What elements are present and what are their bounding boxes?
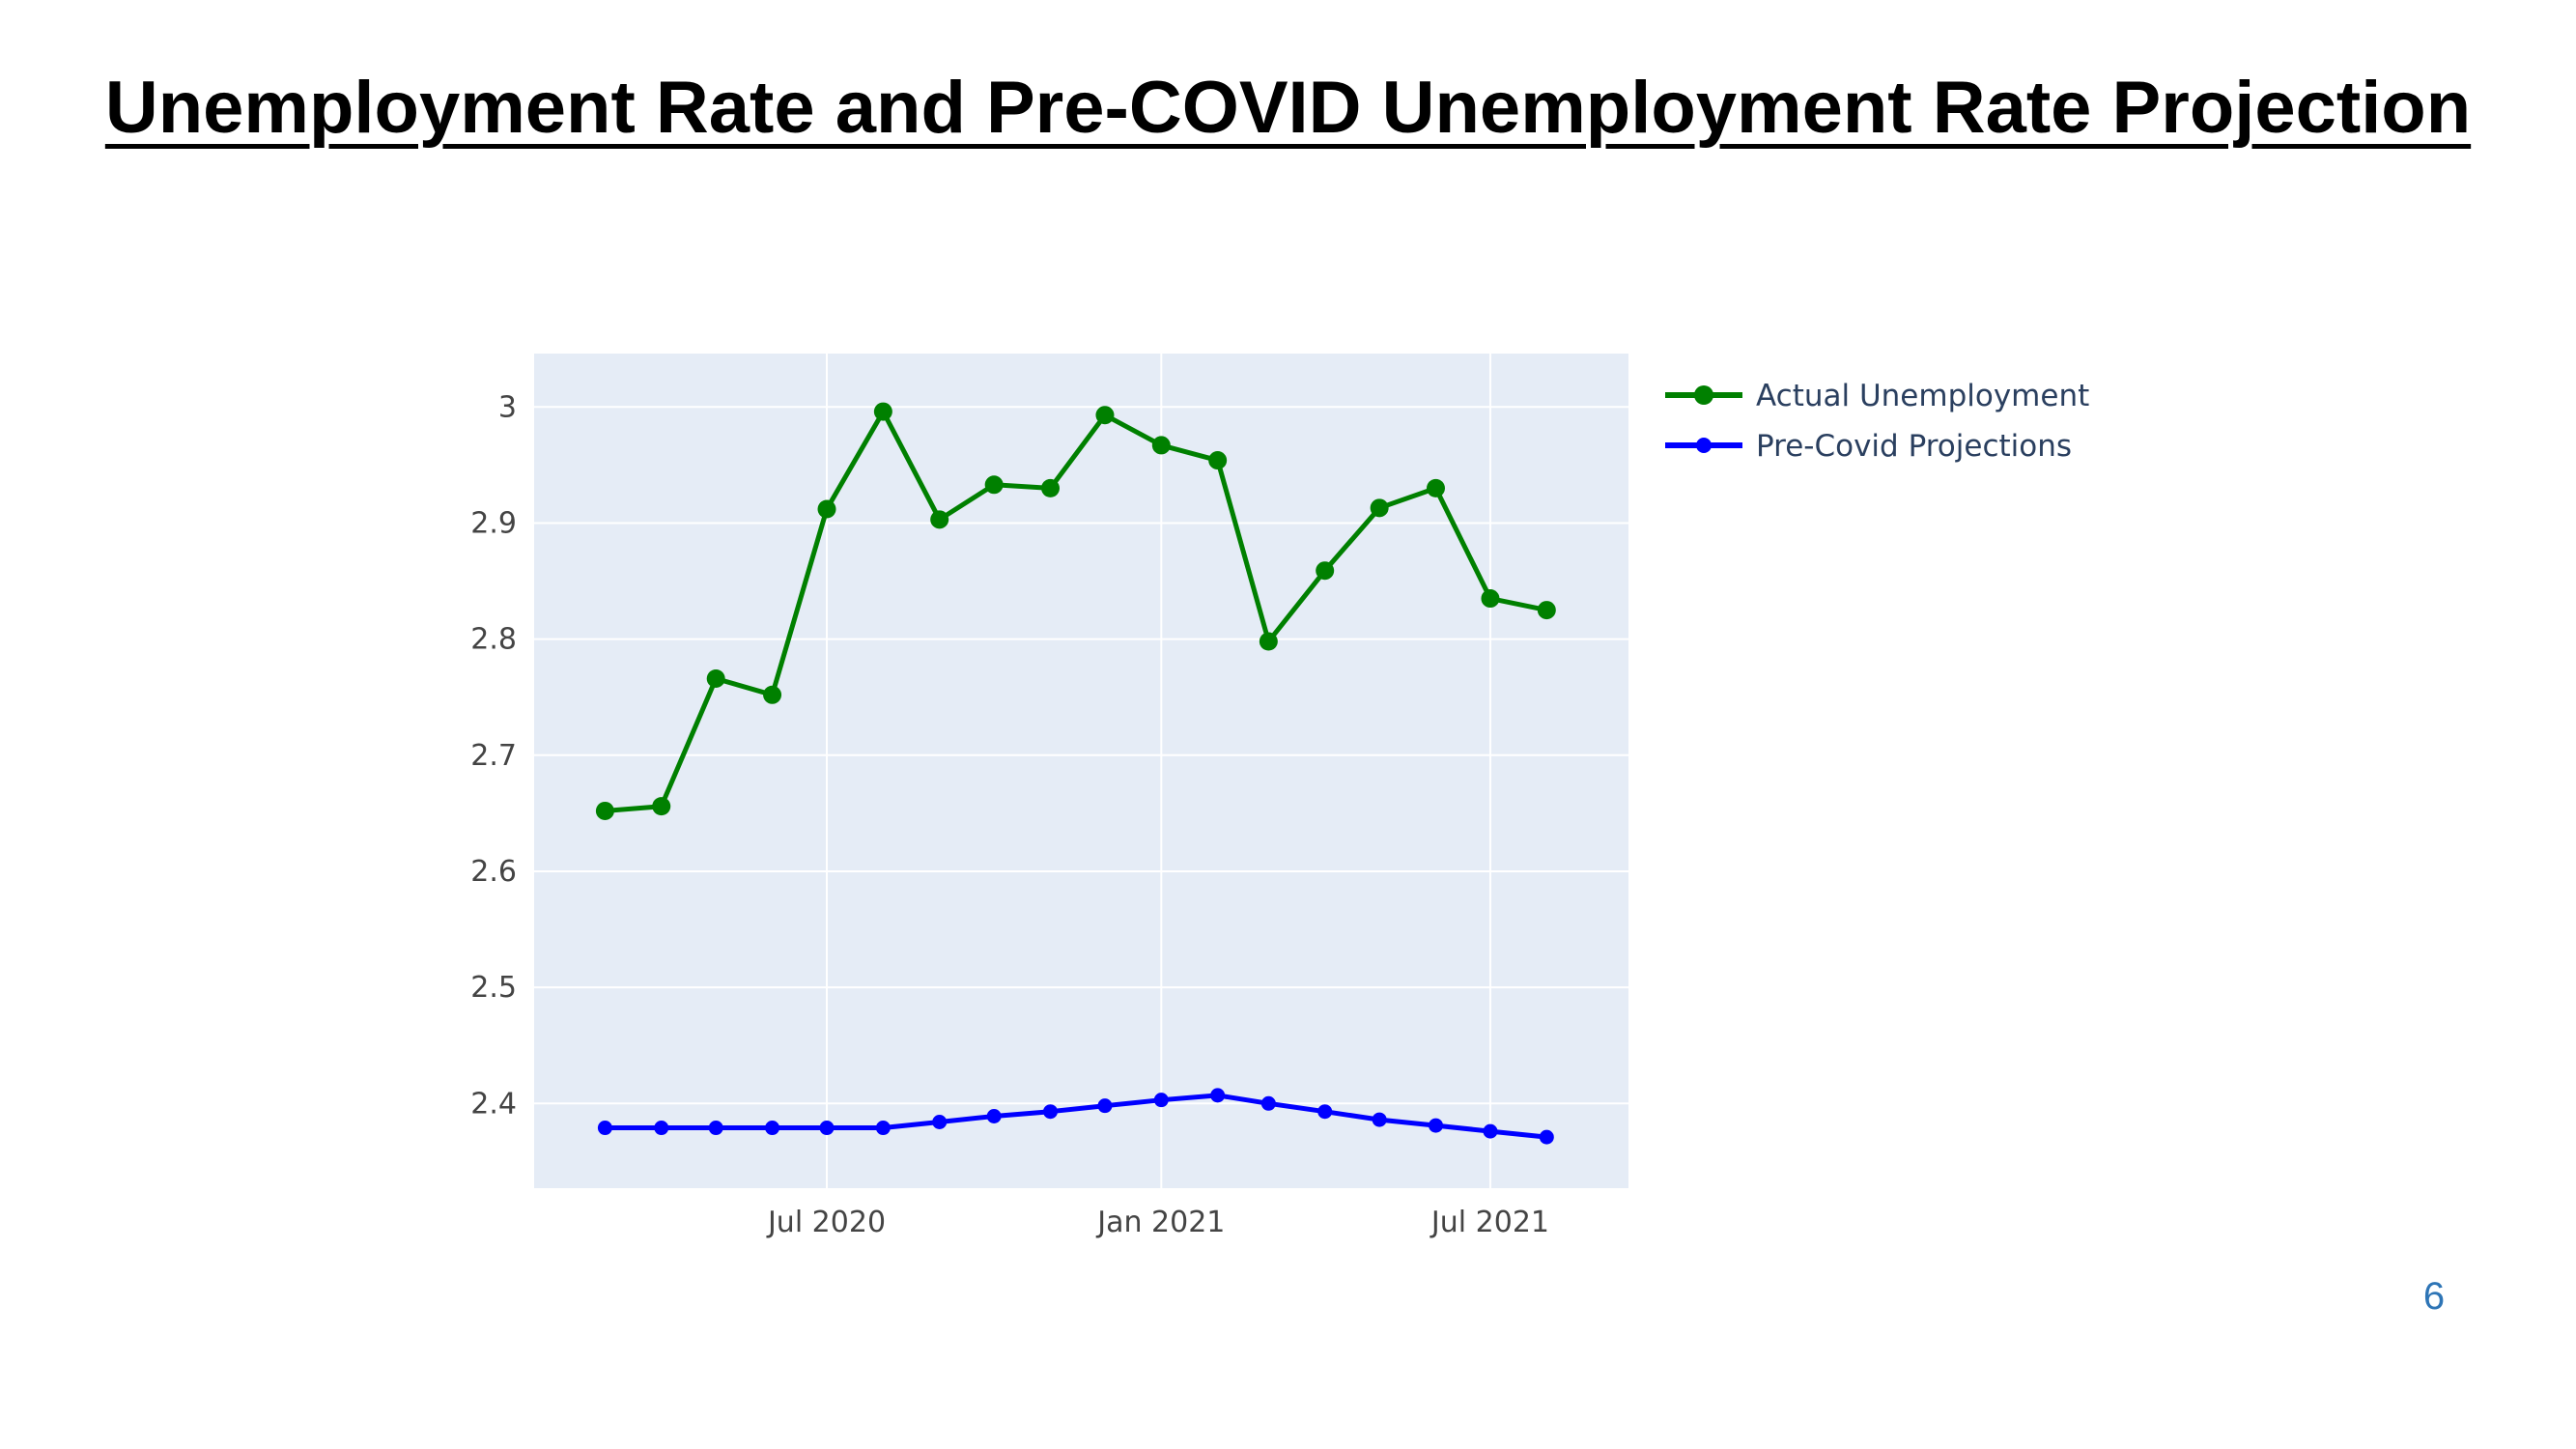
data-point (1317, 1104, 1333, 1120)
legend-item-pre-covid-projections[interactable]: Pre-Covid Projections (1665, 429, 2072, 464)
series-line (605, 1093, 1547, 1140)
data-point (930, 510, 949, 529)
data-point (595, 801, 614, 820)
data-point (1429, 1118, 1444, 1133)
data-point (1041, 478, 1061, 497)
legend-label: Actual Unemployment (1756, 379, 2089, 413)
data-point (1210, 1088, 1226, 1103)
x-tick-label: Jul 2021 (1430, 1206, 1549, 1239)
legend-label: Pre-Covid Projections (1756, 429, 2072, 464)
data-point (1095, 406, 1115, 425)
data-point (654, 1121, 669, 1136)
y-tick-label: 2.5 (470, 971, 517, 1005)
data-series (595, 402, 1556, 1145)
data-point (1537, 601, 1556, 620)
legend-swatch-marker (1694, 385, 1713, 405)
data-point (1260, 1095, 1276, 1111)
data-point (984, 475, 1004, 495)
data-point (1208, 451, 1228, 470)
y-tick-label: 2.6 (470, 855, 517, 889)
data-point (986, 1108, 1002, 1123)
series-pre-covid-projections (597, 1088, 1554, 1145)
data-point (1483, 1123, 1498, 1139)
data-point (597, 1121, 612, 1136)
x-tick-label: Jan 2021 (1095, 1206, 1225, 1239)
chart-legend[interactable]: Actual Unemployment Pre-Covid Projections (1665, 379, 2089, 464)
series-line (605, 409, 1547, 813)
data-point (1259, 632, 1278, 651)
data-point (1097, 1098, 1113, 1114)
page-number: 6 (2422, 1275, 2446, 1318)
data-point (1372, 1112, 1387, 1127)
data-point (765, 1121, 780, 1136)
data-point (1153, 1093, 1169, 1108)
x-tick-label: Jul 2020 (766, 1206, 886, 1239)
plot-background (534, 354, 1628, 1188)
data-point (763, 685, 782, 704)
y-tick-label: 2.4 (470, 1087, 517, 1121)
data-point (652, 797, 671, 816)
data-point (1427, 478, 1446, 497)
data-point (1151, 436, 1171, 455)
data-point (706, 668, 725, 688)
data-point (1481, 589, 1500, 609)
legend-item-actual-unemployment[interactable]: Actual Unemployment (1665, 379, 2089, 413)
y-tick-label: 3 (498, 390, 517, 424)
data-point (875, 1121, 891, 1136)
slide-title: Unemployment Rate and Pre-COVID Unemploy… (104, 67, 2472, 149)
data-point (708, 1121, 723, 1136)
y-tick-label: 2.8 (470, 623, 517, 657)
y-tick-label: 2.9 (470, 506, 517, 540)
data-point (1316, 561, 1335, 581)
axis-tick-labels: 2.4 2.5 2.6 2.7 2.8 2.9 3 Jul 2020 Jan 2021 Jul 2… (470, 390, 1549, 1239)
data-point (932, 1115, 948, 1130)
y-tick-label: 2.7 (470, 739, 517, 773)
data-point (1043, 1104, 1059, 1120)
data-point (817, 499, 836, 519)
data-point (1370, 498, 1389, 518)
grid-lines (534, 354, 1628, 1188)
data-point (873, 402, 892, 421)
data-point (819, 1121, 835, 1136)
data-point (1539, 1129, 1554, 1145)
series-actual-unemployment (595, 402, 1556, 820)
legend-swatch-marker (1696, 438, 1712, 453)
